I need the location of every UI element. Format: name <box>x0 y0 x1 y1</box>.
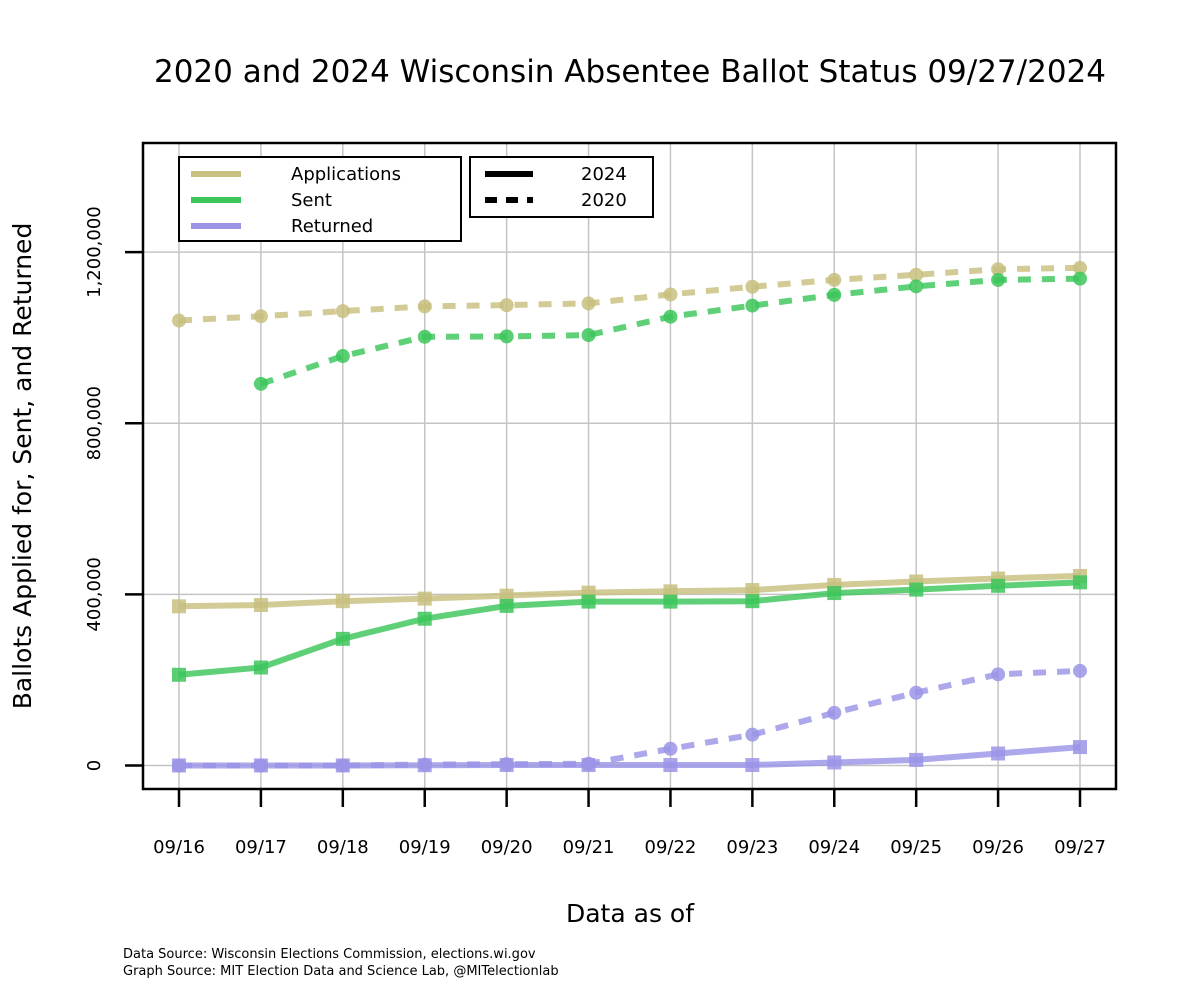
data-point-sent-2024 <box>581 594 596 609</box>
data-point-sent-2024 <box>1073 575 1087 590</box>
series-lines <box>178 264 1081 769</box>
y-axis: 0 400,000 800,000 1,200,000 <box>84 206 143 771</box>
data-point-sent-2020 <box>827 287 842 302</box>
y-tick-label: 800,000 <box>84 386 105 460</box>
y-axis-label: Ballots Applied for, Sent, and Returned <box>8 223 37 710</box>
legend-returned-label: Returned <box>291 216 373 237</box>
data-point-returned-2024 <box>909 752 924 767</box>
legend-metrics: Applications Sent Returned <box>178 156 462 242</box>
data-point-applications-2024 <box>172 599 186 614</box>
data-point-sent-2024 <box>827 586 842 601</box>
data-point-sent-2024 <box>499 598 514 613</box>
data-point-applications-2020 <box>581 296 596 311</box>
data-point-sent-2024 <box>253 660 268 675</box>
data-point-applications-2024 <box>335 594 350 609</box>
data-point-sent-2024 <box>909 582 924 597</box>
series-line-sent-2024 <box>178 579 1081 678</box>
data-point-returned-2020 <box>172 758 186 773</box>
legend-sent-label: Sent <box>291 190 332 211</box>
series-markers <box>172 260 1087 773</box>
x-tick-label: 09/20 <box>481 837 533 858</box>
data-point-returned-2020 <box>1073 663 1087 678</box>
y-tick-label: 1,200,000 <box>84 206 105 298</box>
x-tick-label: 09/25 <box>890 837 942 858</box>
legend-2024-label: 2024 <box>581 164 627 185</box>
x-tick-label: 09/16 <box>153 837 205 858</box>
data-point-sent-2024 <box>417 611 432 626</box>
data-point-sent-2020 <box>253 376 268 391</box>
data-point-applications-2020 <box>745 279 760 294</box>
data-point-returned-2020 <box>253 758 268 773</box>
data-point-sent-2020 <box>335 349 350 364</box>
data-point-applications-2020 <box>663 287 678 302</box>
data-point-returned-2024 <box>827 755 842 770</box>
data-point-sent-2020 <box>499 329 514 344</box>
data-point-sent-2024 <box>172 667 186 682</box>
data-point-returned-2024 <box>745 758 760 773</box>
legend-years: 2024 2020 <box>469 156 654 218</box>
plot-frame <box>141 141 1118 791</box>
series-line-returned-2020 <box>179 667 1081 769</box>
data-point-sent-2020 <box>909 279 924 294</box>
data-point-applications-2020 <box>417 299 432 314</box>
data-point-returned-2020 <box>991 667 1006 682</box>
data-point-sent-2024 <box>663 594 678 609</box>
data-point-sent-2024 <box>991 578 1006 593</box>
data-point-returned-2020 <box>335 758 350 773</box>
data-point-returned-2020 <box>745 727 760 742</box>
legend-2020-label: 2020 <box>581 190 627 211</box>
data-source-note: Data Source: Wisconsin Elections Commiss… <box>123 947 536 962</box>
series-line-returned-2024 <box>179 744 1081 769</box>
data-point-applications-2024 <box>745 583 760 598</box>
data-point-applications-2020 <box>1073 260 1087 275</box>
y-tick-label: 400,000 <box>84 557 105 631</box>
data-point-sent-2020 <box>581 328 596 343</box>
data-point-returned-2020 <box>909 685 924 700</box>
chart-title: 2020 and 2024 Wisconsin Absentee Ballot … <box>154 54 1106 90</box>
data-point-applications-2020 <box>335 304 350 319</box>
x-axis-label: Data as of <box>566 899 695 928</box>
x-tick-label: 09/19 <box>399 837 451 858</box>
data-point-sent-2024 <box>745 594 760 609</box>
graph-source-note: Graph Source: MIT Election Data and Scie… <box>123 964 559 979</box>
data-point-applications-2020 <box>991 262 1006 277</box>
series-line-applications-2024 <box>178 572 1081 610</box>
x-tick-label: 09/18 <box>317 837 369 858</box>
x-tick-label: 09/17 <box>235 837 287 858</box>
x-tick-label: 09/23 <box>726 837 778 858</box>
legend-applications-label: Applications <box>291 164 401 185</box>
data-point-applications-2020 <box>253 309 268 324</box>
data-point-sent-2020 <box>417 329 432 344</box>
series-line-applications-2020 <box>178 264 1081 324</box>
x-axis: 09/16 09/17 09/18 09/19 09/20 09/21 09/22 09/23… <box>153 789 1106 858</box>
data-point-returned-2020 <box>663 741 678 756</box>
data-point-sent-2024 <box>335 631 350 646</box>
data-point-returned-2020 <box>417 757 432 772</box>
legend-years-box <box>469 156 654 218</box>
data-point-sent-2020 <box>1073 271 1087 286</box>
data-point-applications-2020 <box>172 313 186 328</box>
data-point-applications-2020 <box>909 267 924 282</box>
x-tick-label: 09/21 <box>563 837 615 858</box>
data-point-applications-2024 <box>417 591 432 606</box>
data-point-applications-2020 <box>499 298 514 313</box>
data-point-returned-2020 <box>499 757 514 772</box>
data-point-applications-2024 <box>253 598 268 613</box>
data-point-sent-2020 <box>991 272 1006 287</box>
y-tick-label: 0 <box>84 760 105 771</box>
data-point-returned-2024 <box>991 746 1006 761</box>
data-point-returned-2020 <box>581 756 596 771</box>
x-tick-label: 09/24 <box>808 837 860 858</box>
x-tick-label: 09/27 <box>1054 837 1106 858</box>
data-point-sent-2020 <box>663 309 678 324</box>
x-tick-label: 09/22 <box>645 837 697 858</box>
data-point-returned-2024 <box>1073 740 1087 755</box>
data-point-returned-2024 <box>663 758 678 773</box>
x-tick-label: 09/26 <box>972 837 1024 858</box>
data-point-sent-2020 <box>745 298 760 313</box>
data-point-returned-2020 <box>827 705 842 720</box>
data-point-applications-2020 <box>827 272 842 287</box>
